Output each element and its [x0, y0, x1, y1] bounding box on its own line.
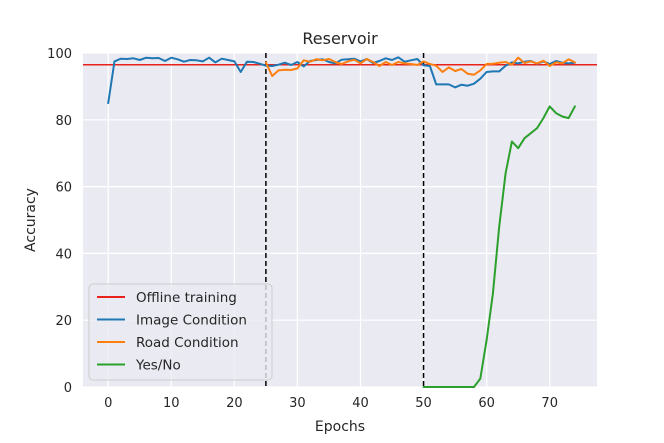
- x-tick-label: 50: [415, 396, 432, 411]
- legend-entry-label: Yes/No: [135, 358, 181, 374]
- legend: Offline training Image Condition Road Cond…: [88, 283, 273, 381]
- y-tick-label: 100: [47, 47, 72, 62]
- x-axis: 0 10 20 30 40 50 60 70: [104, 396, 558, 411]
- y-axis: 0 20 40 60 80 100: [47, 47, 72, 396]
- y-tick-label: 20: [55, 314, 72, 329]
- legend-entry-label: Road Condition: [136, 335, 239, 351]
- legend-box: [88, 283, 273, 381]
- x-tick-label: 40: [352, 396, 369, 411]
- y-axis-label: Accuracy: [23, 188, 39, 252]
- x-tick-label: 10: [163, 396, 180, 411]
- legend-entry-label: Offline training: [136, 290, 237, 306]
- y-tick-label: 0: [64, 381, 72, 396]
- y-tick-label: 60: [55, 181, 72, 196]
- x-tick-label: 60: [478, 396, 495, 411]
- gridlines: [83, 52, 597, 388]
- x-tick-label: 0: [104, 396, 112, 411]
- road-condition-series-line: [264, 56, 576, 77]
- chart-title: Reservoir: [302, 29, 378, 48]
- yes-no-series-line: [422, 105, 576, 388]
- series-lines: [107, 56, 576, 388]
- x-axis-label: Epochs: [315, 419, 365, 435]
- image-condition-series-line: [107, 56, 576, 105]
- x-tick-label: 70: [541, 396, 558, 411]
- x-tick-label: 30: [289, 396, 306, 411]
- y-tick-label: 40: [55, 247, 72, 262]
- legend-entry-label: Image Condition: [136, 313, 247, 329]
- x-tick-label: 20: [226, 396, 243, 411]
- y-tick-label: 80: [55, 114, 72, 129]
